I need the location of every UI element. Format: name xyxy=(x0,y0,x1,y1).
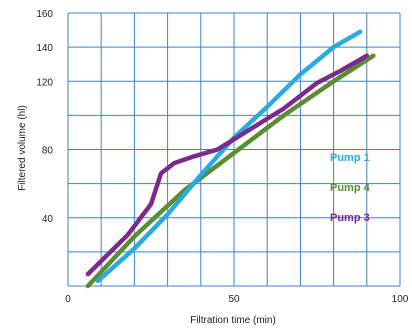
series-line-pump-4 xyxy=(85,53,376,289)
y-tick-label: 80 xyxy=(42,146,54,157)
x-tick-label: 100 xyxy=(392,294,409,305)
y-tick-label: 120 xyxy=(36,77,53,88)
x-tick-label: 50 xyxy=(228,294,240,305)
y-tick-label: 140 xyxy=(36,43,53,54)
series-lines xyxy=(85,29,376,289)
legend-label-pump-4: Pump 4 xyxy=(330,182,371,194)
y-axis-title: Filtered volume (hl) xyxy=(17,105,28,191)
x-axis-title: Filtration time (min) xyxy=(190,315,276,326)
series-line-pump-3 xyxy=(85,53,370,277)
legend-label-pump-1: Pump 1 xyxy=(330,152,370,164)
tick-labels: 0 50 100 40 80 120 140 160 xyxy=(36,9,408,305)
grid xyxy=(67,12,401,287)
y-tick-label: 40 xyxy=(42,214,54,225)
legend: Pump 1 Pump 4 Pump 3 xyxy=(330,152,371,224)
x-tick-label: 0 xyxy=(65,294,71,305)
y-tick-label: 160 xyxy=(36,9,53,20)
legend-label-pump-3: Pump 3 xyxy=(330,212,370,224)
